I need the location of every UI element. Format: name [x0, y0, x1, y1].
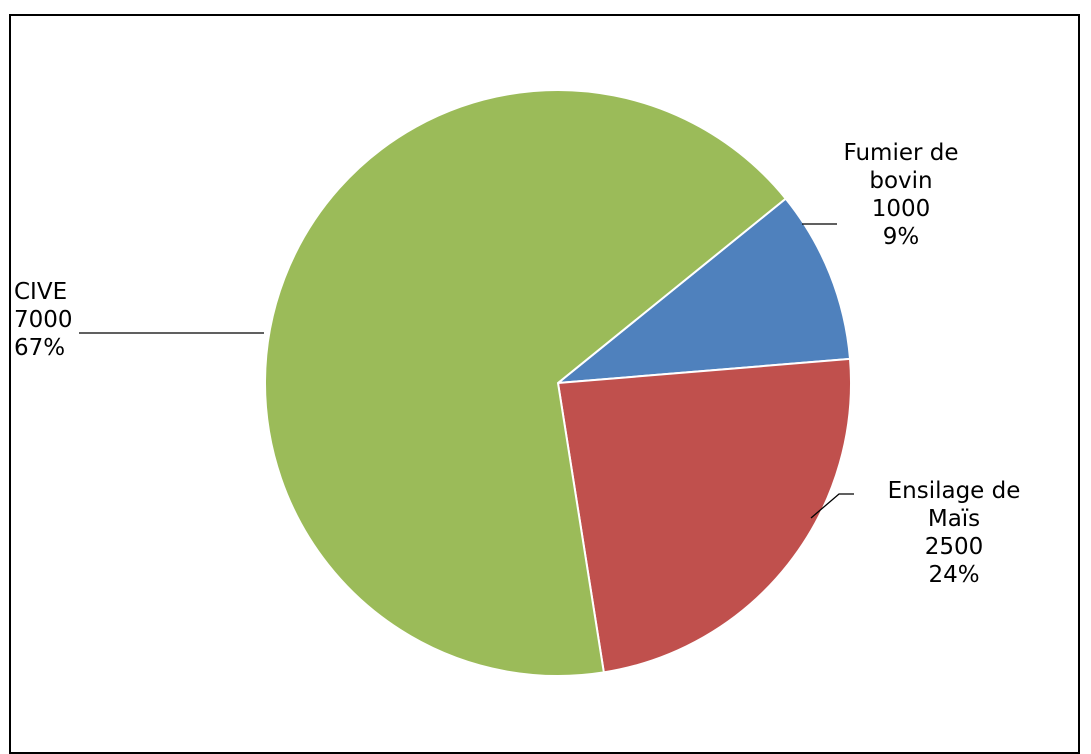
pie-slice-2 — [556, 357, 852, 674]
leaders-layer — [79, 223, 854, 519]
pie-slice-3 — [263, 89, 788, 677]
data-label-line: 1000 — [872, 196, 931, 222]
data-label-line: CIVE — [14, 279, 67, 305]
data-label-line: Maïs — [928, 506, 980, 532]
pie-chart: Fumier de bovin 1000 9% Ensilage de Maïs 2500 2… — [14, 89, 1020, 677]
slices-layer — [263, 89, 852, 677]
data-label-line: bovin — [869, 168, 932, 194]
data-label-line: Fumier de — [843, 140, 958, 166]
data-label-line: Ensilage de — [888, 478, 1021, 504]
data-label-line: 24% — [928, 562, 979, 588]
labels-layer: Fumier de bovin 1000 9% Ensilage de Maïs 2500 2… — [14, 140, 1020, 588]
data-label-line: 9% — [883, 224, 920, 250]
data-label-line: 2500 — [925, 534, 984, 560]
leader-line-2 — [810, 493, 854, 519]
data-label-2: Ensilage de Maïs 2500 24% — [888, 478, 1021, 588]
data-label-1: Fumier de bovin 1000 9% — [843, 140, 958, 250]
pie-slice-1 — [554, 197, 852, 385]
data-label-line: 7000 — [14, 307, 73, 333]
data-label-line: 67% — [14, 335, 65, 361]
data-label-3: CIVE 7000 67% — [14, 279, 73, 361]
chart-frame: Fumier de bovin 1000 9% Ensilage de Maïs 2500 2… — [9, 14, 1080, 754]
